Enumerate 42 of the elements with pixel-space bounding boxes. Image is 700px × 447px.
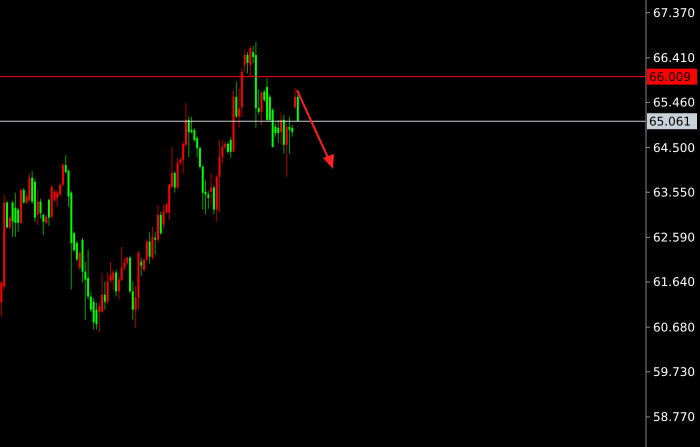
candlestick: [174, 170, 176, 194]
y-tick-label: 58.770: [653, 410, 695, 424]
y-tick-label: 67.370: [653, 6, 695, 20]
ref-line-label: 65.061: [649, 114, 691, 128]
candlestick: [286, 123, 288, 178]
candlestick: [188, 116, 190, 158]
y-tick-label: 60.680: [653, 320, 695, 334]
candlestick: [235, 81, 238, 118]
y-tick-label: 63.550: [653, 185, 695, 200]
candlestick: [226, 141, 229, 154]
candlestick: [162, 204, 165, 230]
candlestick: [28, 173, 30, 202]
candlestick: [151, 226, 154, 260]
candlestick: [45, 214, 48, 226]
candlestick: [14, 192, 16, 238]
y-tick-label: 66.410: [653, 51, 695, 66]
candlestick: [280, 112, 282, 144]
candlestick: [148, 232, 151, 264]
candlestick: [294, 87, 296, 110]
y-tick-label: 64.500: [653, 140, 695, 155]
candlestick: [78, 250, 81, 270]
candlestick: [246, 52, 248, 74]
candlestick: [212, 184, 215, 215]
ref-line-label: 66.009: [649, 70, 691, 84]
candlestick: [160, 211, 162, 236]
candlestick: [36, 189, 39, 226]
candlestick: [95, 302, 98, 330]
y-tick-label: 59.730: [653, 364, 695, 379]
candlestick: [104, 281, 106, 310]
y-tick-label: 65.460: [653, 96, 695, 110]
y-tick-label: 61.640: [653, 275, 695, 290]
y-tick-label: 62.590: [653, 230, 695, 245]
candlestick: [22, 188, 25, 204]
candlestick: [48, 198, 50, 227]
candlestick: [277, 119, 280, 144]
candlestick: [210, 172, 212, 206]
candlestick: [8, 214, 11, 230]
candlestick: [260, 91, 262, 126]
candlestick: [140, 257, 142, 276]
candlestick: [40, 198, 42, 220]
candlestick: [230, 136, 232, 158]
candlestick: [115, 269, 118, 298]
